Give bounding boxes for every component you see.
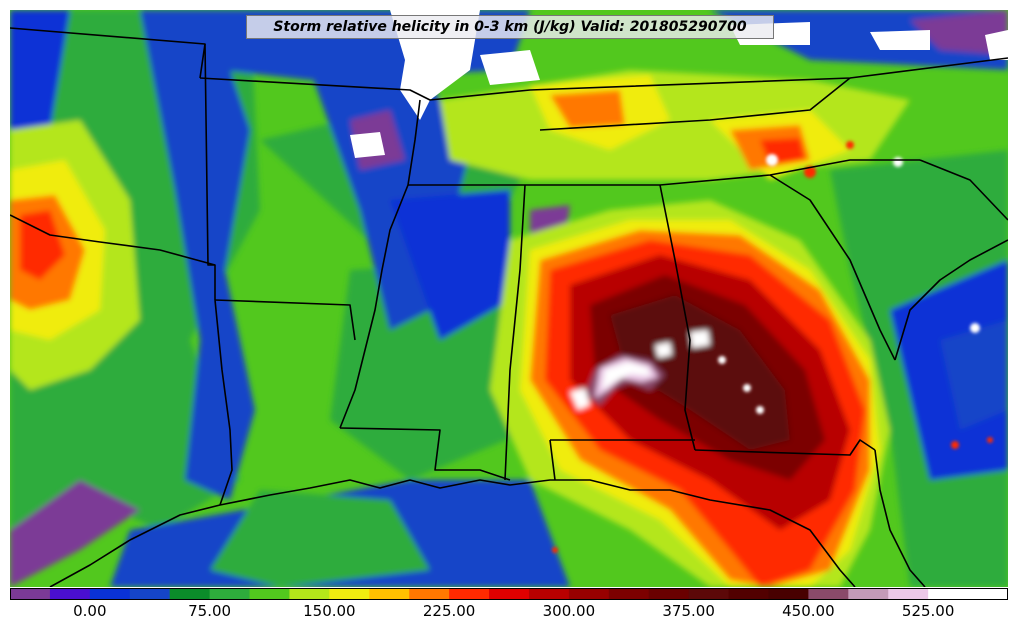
colorbar-tick-label: 450.00: [782, 602, 835, 620]
colorbar-swatch: [169, 588, 211, 600]
colorbar-swatch: [10, 588, 51, 600]
colorbar-swatch: [409, 588, 450, 600]
colorbar-swatch: [489, 588, 530, 600]
colorbar-tick-label: 75.00: [188, 602, 232, 620]
colorbar-swatch: [728, 588, 769, 600]
colorbar-swatch: [928, 588, 969, 600]
colorbar-swatch: [688, 588, 730, 600]
colorbar-swatch: [249, 588, 290, 600]
colorbar-swatch: [89, 588, 131, 600]
colorbar-swatch: [848, 588, 889, 600]
colorbar-swatch: [968, 588, 1008, 600]
colorbar-tick-label: 375.00: [662, 602, 715, 620]
colorbar-swatch: [209, 588, 251, 600]
colorbar-swatch: [289, 588, 330, 600]
colorbar-swatch: [449, 588, 490, 600]
colorbar-tick-label: 300.00: [542, 602, 596, 620]
colorbar-swatch: [808, 588, 849, 600]
colorbar-swatch: [528, 588, 570, 600]
colorbar-tick-label: 150.00: [303, 602, 356, 620]
state-boundaries: [10, 27, 1008, 506]
colorbar-tick-label: 0.00: [73, 602, 107, 620]
colorbar-swatch: [129, 588, 171, 600]
coastline: [49, 239, 1008, 587]
colorbar-swatch: [768, 588, 809, 600]
colorbar-swatch: [329, 588, 370, 600]
colorbar-swatch: [49, 588, 91, 600]
colorbar-swatch: [648, 588, 690, 600]
colorbar-tick-label: 525.00: [901, 602, 955, 620]
colorbar-tick-label: 225.00: [422, 602, 476, 620]
colorbar-swatch: [369, 588, 410, 600]
colorbar: [10, 588, 1008, 600]
helicity-map: [10, 10, 1008, 587]
colorbar-swatch: [888, 588, 929, 600]
helicity-field: [10, 10, 1008, 587]
colorbar-swatch: [608, 588, 650, 600]
colorbar-frame: [10, 588, 1008, 600]
colorbar-swatch: [568, 588, 610, 600]
map-title: Storm relative helicity in 0-3 km (J/kg)…: [246, 15, 774, 39]
